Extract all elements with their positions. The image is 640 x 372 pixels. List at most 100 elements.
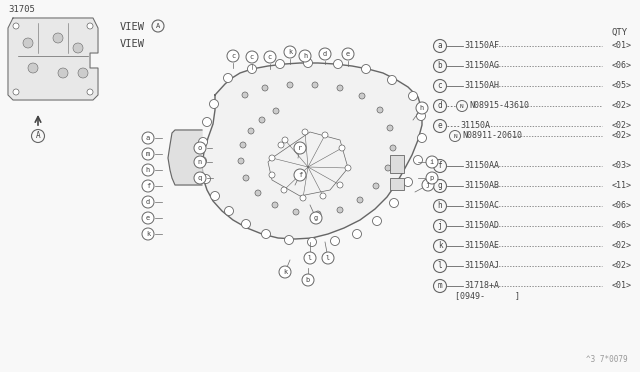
Circle shape — [322, 132, 328, 138]
Text: h: h — [420, 105, 424, 111]
Text: ^3 7*0079: ^3 7*0079 — [586, 355, 628, 364]
Circle shape — [357, 197, 363, 203]
Text: n: n — [198, 159, 202, 165]
Circle shape — [273, 108, 279, 114]
Text: r: r — [298, 145, 302, 151]
Circle shape — [302, 129, 308, 135]
Circle shape — [269, 155, 275, 161]
Circle shape — [310, 212, 322, 224]
Circle shape — [211, 192, 220, 201]
Circle shape — [339, 145, 345, 151]
Text: c: c — [231, 53, 235, 59]
Circle shape — [342, 48, 354, 60]
Text: b: b — [306, 277, 310, 283]
Circle shape — [293, 209, 299, 215]
Text: 31705: 31705 — [8, 5, 35, 14]
Circle shape — [255, 190, 261, 196]
Circle shape — [202, 174, 211, 183]
Circle shape — [142, 164, 154, 176]
Circle shape — [362, 64, 371, 74]
Text: e: e — [438, 122, 442, 131]
Text: c: c — [268, 54, 272, 60]
Text: b: b — [438, 61, 442, 71]
Circle shape — [23, 38, 33, 48]
Circle shape — [359, 93, 365, 99]
Text: 31150AH: 31150AH — [464, 81, 499, 90]
Bar — [390, 155, 404, 173]
Circle shape — [422, 179, 434, 191]
Text: N: N — [460, 103, 464, 109]
Text: g: g — [438, 182, 442, 190]
Bar — [390, 178, 404, 190]
Circle shape — [426, 156, 438, 168]
Text: d: d — [438, 102, 442, 110]
Circle shape — [337, 207, 343, 213]
Circle shape — [275, 60, 285, 68]
Circle shape — [13, 23, 19, 29]
Circle shape — [246, 51, 258, 63]
Text: l: l — [308, 255, 312, 261]
Text: VIEW: VIEW — [120, 39, 145, 49]
Circle shape — [390, 199, 399, 208]
Circle shape — [243, 175, 249, 181]
Text: 31150AC: 31150AC — [464, 202, 499, 211]
Circle shape — [262, 85, 268, 91]
Circle shape — [303, 58, 312, 67]
Circle shape — [241, 219, 250, 228]
Text: o: o — [198, 145, 202, 151]
Circle shape — [416, 102, 428, 114]
Text: k: k — [146, 231, 150, 237]
Text: k: k — [283, 269, 287, 275]
Circle shape — [194, 156, 206, 168]
Circle shape — [403, 177, 413, 186]
Text: c: c — [438, 81, 442, 90]
Text: a: a — [438, 42, 442, 51]
Text: <05>: <05> — [612, 81, 632, 90]
Circle shape — [294, 142, 306, 154]
Text: 31150AB: 31150AB — [464, 182, 499, 190]
Text: d: d — [146, 199, 150, 205]
Circle shape — [345, 165, 351, 171]
Text: h: h — [438, 202, 442, 211]
Text: <11>: <11> — [612, 182, 632, 190]
Text: p: p — [430, 175, 434, 181]
Text: f: f — [146, 183, 150, 189]
Circle shape — [385, 165, 391, 171]
Text: A: A — [36, 131, 40, 141]
Text: <06>: <06> — [612, 221, 632, 231]
Text: <06>: <06> — [612, 61, 632, 71]
Circle shape — [198, 138, 207, 147]
Text: 31150AG: 31150AG — [464, 61, 499, 71]
Circle shape — [194, 142, 206, 154]
Circle shape — [377, 107, 383, 113]
Circle shape — [284, 46, 296, 58]
Text: N: N — [453, 134, 457, 138]
Circle shape — [282, 137, 288, 143]
Text: 31150AJ: 31150AJ — [464, 262, 499, 270]
Text: 31150AA: 31150AA — [464, 161, 499, 170]
Polygon shape — [202, 63, 422, 239]
Circle shape — [78, 68, 88, 78]
Circle shape — [264, 51, 276, 63]
Text: l: l — [326, 255, 330, 261]
Circle shape — [417, 134, 426, 142]
Polygon shape — [168, 130, 202, 185]
Text: <06>: <06> — [612, 202, 632, 211]
Text: a: a — [146, 135, 150, 141]
Circle shape — [373, 183, 379, 189]
Text: g: g — [314, 215, 318, 221]
Circle shape — [142, 148, 154, 160]
Circle shape — [285, 235, 294, 244]
Text: m: m — [146, 151, 150, 157]
Text: N08915-43610: N08915-43610 — [469, 102, 529, 110]
Circle shape — [330, 237, 339, 246]
Text: j: j — [426, 182, 430, 188]
Circle shape — [238, 158, 244, 164]
Circle shape — [240, 142, 246, 148]
Text: 31150AE: 31150AE — [464, 241, 499, 250]
Circle shape — [278, 142, 284, 148]
Circle shape — [294, 169, 306, 181]
Circle shape — [307, 237, 317, 247]
Text: N08911-20610: N08911-20610 — [462, 131, 522, 141]
Circle shape — [248, 128, 254, 134]
